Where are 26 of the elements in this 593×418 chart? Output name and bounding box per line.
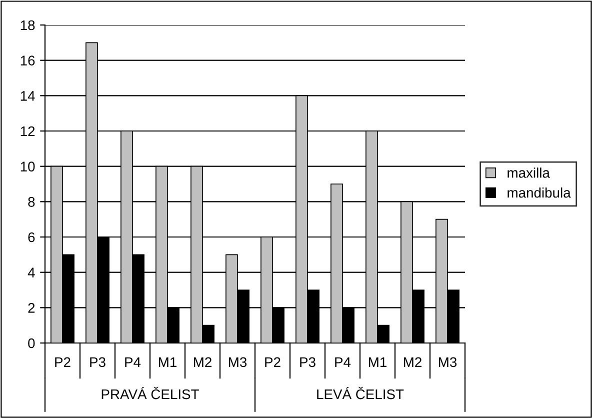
text: PRAVÁ ČELIST (102, 386, 199, 400)
x-tick-label: P3 (90, 357, 106, 368)
y-tick-label: 8 (28, 197, 35, 207)
y-tick-label: 18 (20, 20, 35, 30)
y-tick-label: 16 (20, 56, 35, 66)
y-tick-label: 2 (28, 303, 35, 313)
x-tick-label: P2 (265, 357, 280, 367)
x-tick-label: M3 (438, 357, 457, 368)
y-tick-label: 0 (28, 338, 35, 348)
x-tick-label: M3 (228, 357, 247, 368)
x-tick-label: M2 (404, 357, 422, 367)
y-tick-label: 14 (20, 91, 35, 101)
y-tick-label: 10 (20, 162, 35, 172)
x-tick-label: P3 (300, 357, 316, 368)
legend-label: mandibula (508, 187, 571, 198)
x-tick-label: P4 (125, 357, 141, 367)
y-tick-label: 4 (28, 268, 35, 278)
legend-label: maxilla (508, 168, 550, 178)
x-tick-label: P2 (55, 357, 70, 367)
y-tick-label: 6 (28, 232, 35, 242)
x-tick-label: M2 (194, 357, 212, 367)
x-tick-label: M1 (158, 357, 176, 367)
x-tick-label: P4 (335, 357, 351, 367)
x-tick-label: M1 (368, 357, 386, 367)
y-tick-label: 12 (20, 126, 35, 136)
text: LEVÁ ČELIST (317, 386, 404, 400)
